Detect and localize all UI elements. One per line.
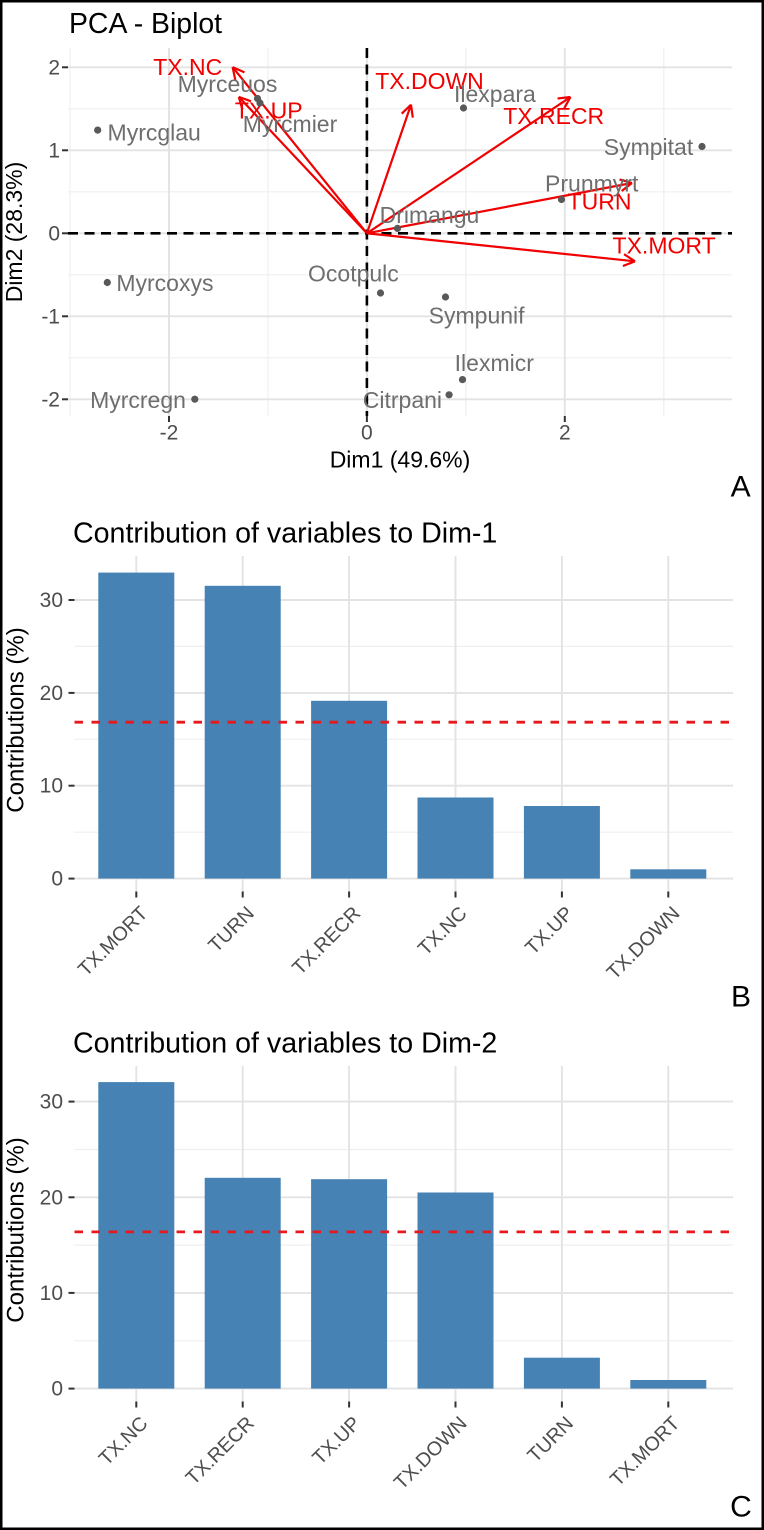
svg-text:Myrcglau: Myrcglau bbox=[108, 120, 201, 146]
svg-text:Contributions (%): Contributions (%) bbox=[3, 627, 30, 812]
svg-text:TX.RECR: TX.RECR bbox=[503, 103, 604, 129]
svg-text:TX.MORT: TX.MORT bbox=[606, 1412, 684, 1490]
svg-text:-2: -2 bbox=[160, 422, 179, 445]
svg-text:TX.RECR: TX.RECR bbox=[182, 1412, 259, 1489]
svg-text:B: B bbox=[731, 981, 751, 1014]
svg-text:Contribution of variables to D: Contribution of variables to Dim-2 bbox=[73, 1028, 497, 1060]
svg-text:Contribution of variables to D: Contribution of variables to Dim-1 bbox=[73, 518, 497, 550]
svg-text:Myrcoxys: Myrcoxys bbox=[116, 270, 213, 296]
svg-text:1: 1 bbox=[48, 139, 60, 162]
svg-text:0: 0 bbox=[48, 222, 60, 245]
svg-text:TX.MORT: TX.MORT bbox=[613, 233, 716, 259]
svg-text:TX.RECR: TX.RECR bbox=[288, 902, 365, 979]
svg-text:-1: -1 bbox=[41, 305, 60, 328]
svg-text:20: 20 bbox=[40, 682, 63, 705]
svg-text:A: A bbox=[731, 471, 751, 504]
svg-text:TX.UP: TX.UP bbox=[235, 97, 303, 123]
svg-text:10: 10 bbox=[40, 1282, 63, 1305]
svg-text:TX.DOWN: TX.DOWN bbox=[390, 1412, 472, 1494]
svg-text:Citrpani: Citrpani bbox=[363, 387, 442, 413]
svg-text:2: 2 bbox=[48, 56, 60, 79]
svg-text:20: 20 bbox=[40, 1186, 63, 1209]
svg-text:TURN: TURN bbox=[204, 902, 258, 956]
svg-text:PCA - Biplot: PCA - Biplot bbox=[69, 8, 222, 40]
svg-text:TX.UP: TX.UP bbox=[308, 1412, 365, 1469]
svg-text:Prunmyrt: Prunmyrt bbox=[545, 171, 639, 197]
svg-text:Myrceuos: Myrceuos bbox=[178, 71, 278, 97]
svg-text:TX.DOWN: TX.DOWN bbox=[603, 902, 685, 984]
svg-text:30: 30 bbox=[40, 589, 63, 612]
svg-text:TX.NC: TX.NC bbox=[95, 1412, 153, 1470]
svg-text:Ilexmicr: Ilexmicr bbox=[455, 350, 535, 376]
svg-text:TURN: TURN bbox=[568, 189, 632, 215]
svg-text:TX.NC: TX.NC bbox=[153, 54, 222, 80]
svg-text:2: 2 bbox=[559, 422, 571, 445]
svg-text:TX.NC: TX.NC bbox=[414, 902, 472, 960]
svg-text:0: 0 bbox=[361, 422, 373, 445]
svg-text:30: 30 bbox=[40, 1091, 63, 1114]
svg-text:C: C bbox=[730, 1491, 752, 1524]
svg-text:Ilexpara: Ilexpara bbox=[454, 81, 536, 107]
svg-text:TX.DOWN: TX.DOWN bbox=[375, 68, 484, 94]
svg-text:Dim1 (49.6%): Dim1 (49.6%) bbox=[330, 447, 471, 473]
svg-text:Ocotpulc: Ocotpulc bbox=[308, 261, 399, 287]
svg-text:Myrcregn: Myrcregn bbox=[90, 387, 186, 413]
svg-text:10: 10 bbox=[40, 775, 63, 798]
svg-text:Myrcmier: Myrcmier bbox=[243, 111, 338, 137]
svg-text:Sympunif: Sympunif bbox=[429, 302, 525, 328]
svg-text:0: 0 bbox=[51, 868, 63, 891]
svg-text:Dim2 (28.3%): Dim2 (28.3%) bbox=[1, 162, 27, 303]
svg-text:Sympitat: Sympitat bbox=[604, 134, 694, 160]
svg-text:Contributions (%): Contributions (%) bbox=[3, 1137, 30, 1322]
svg-text:Drimangu: Drimangu bbox=[380, 202, 480, 228]
svg-text:-2: -2 bbox=[41, 388, 60, 411]
svg-text:TURN: TURN bbox=[524, 1412, 578, 1466]
svg-text:0: 0 bbox=[51, 1378, 63, 1401]
svg-text:TX.UP: TX.UP bbox=[521, 902, 578, 959]
svg-text:TX.MORT: TX.MORT bbox=[74, 902, 152, 980]
